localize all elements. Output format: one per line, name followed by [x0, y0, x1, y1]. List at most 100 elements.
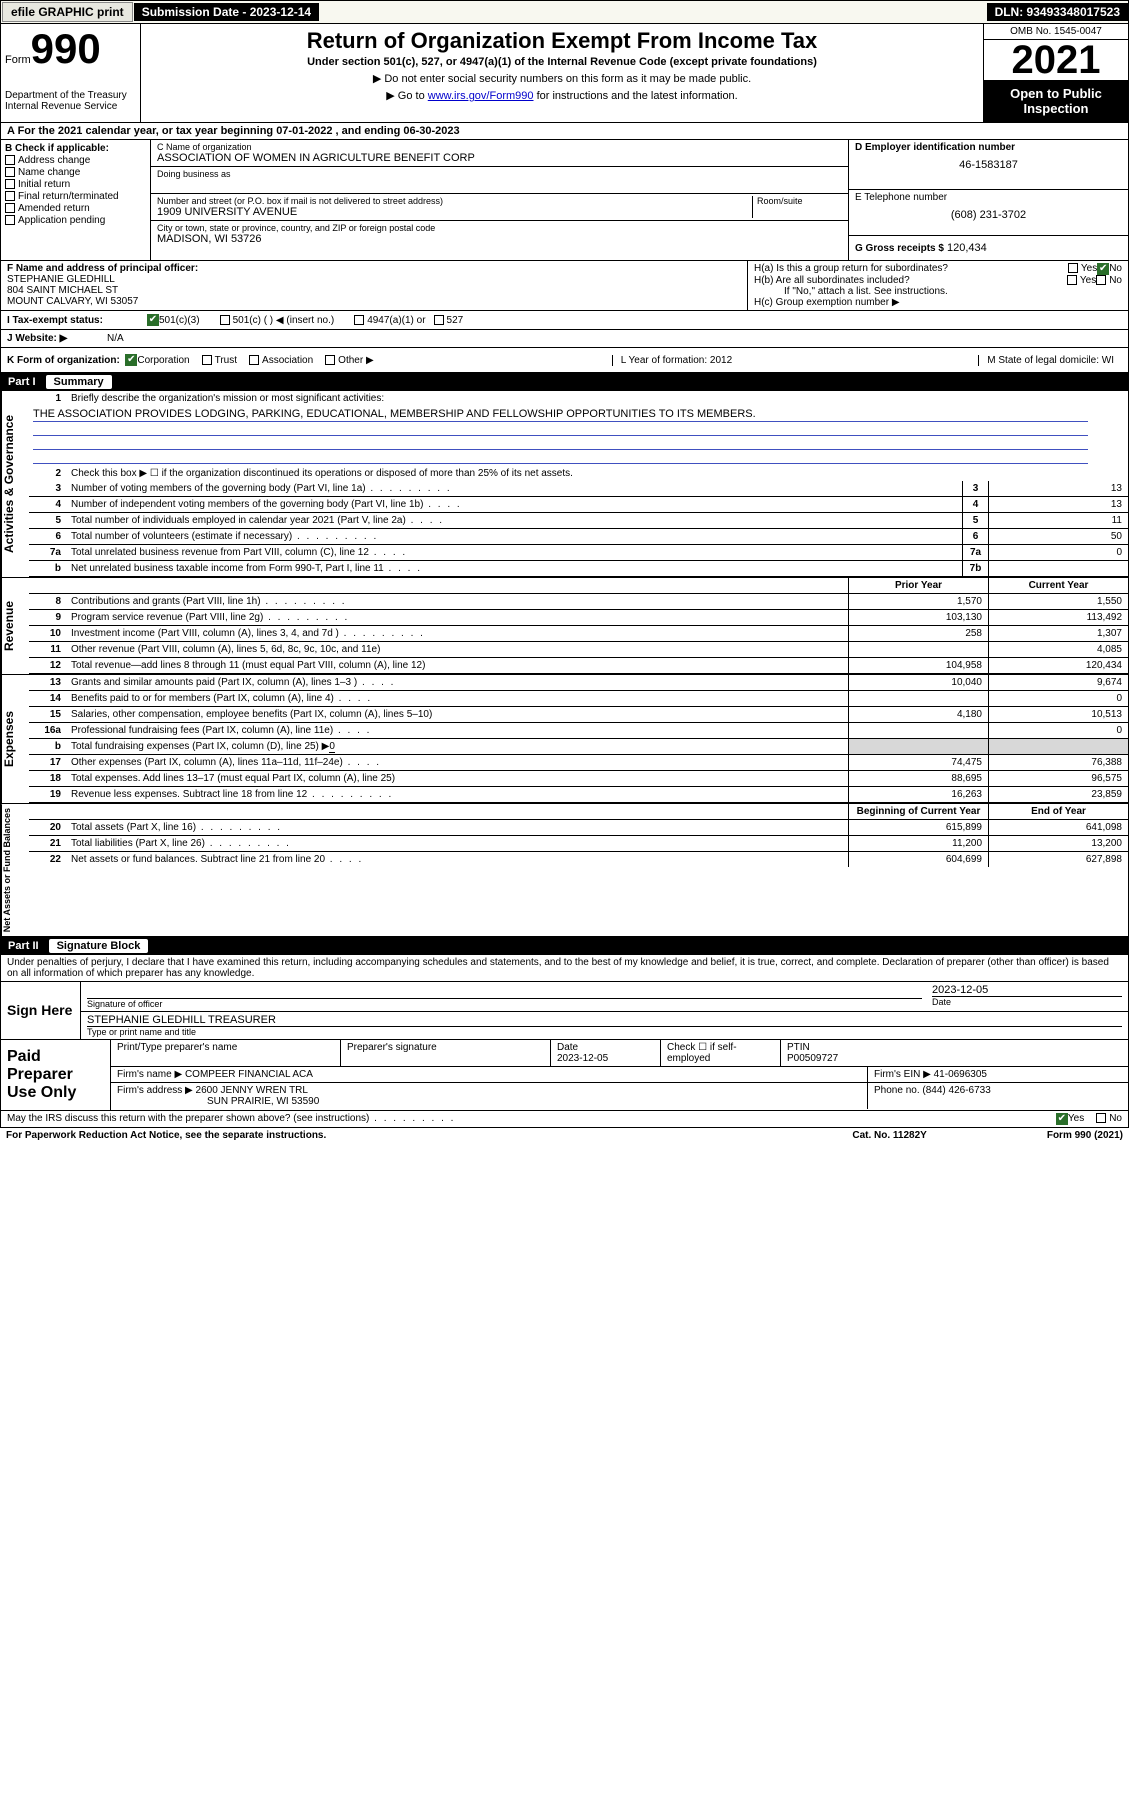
row-fh: F Name and address of principal officer:… [0, 261, 1129, 311]
p18: 88,695 [848, 771, 988, 786]
line-a: A For the 2021 calendar year, or tax yea… [0, 123, 1129, 140]
hdr-end: End of Year [988, 804, 1128, 819]
vtab-expenses: Expenses [1, 675, 29, 803]
year-formation: L Year of formation: 2012 [612, 355, 740, 366]
check-501c3-icon: ✔ [147, 314, 159, 326]
vtab-activities: Activities & Governance [1, 391, 29, 577]
c19: 23,859 [988, 787, 1128, 802]
part1-header: Part I Summary [0, 373, 1129, 391]
line21: Total liabilities (Part X, line 26) [67, 836, 848, 851]
paid-block: Paid Preparer Use Only Print/Type prepar… [0, 1040, 1129, 1111]
c17: 76,388 [988, 755, 1128, 770]
c16b [988, 739, 1128, 754]
c11: 4,085 [988, 642, 1128, 657]
hb-yes: Yes [1080, 275, 1096, 286]
p8: 1,570 [848, 594, 988, 609]
dba-label: Doing business as [157, 169, 842, 179]
addr-label: Number and street (or P.O. box if mail i… [157, 196, 752, 206]
ein-label: D Employer identification number [855, 142, 1122, 153]
p14 [848, 691, 988, 706]
p16a [848, 723, 988, 738]
submission-date: Submission Date - 2023-12-14 [134, 3, 319, 21]
goto-prefix: ▶ Go to [386, 90, 427, 102]
c15: 10,513 [988, 707, 1128, 722]
sig-date: 2023-12-05 [932, 984, 1122, 996]
ha-yes: Yes [1081, 263, 1097, 275]
subtitle-1: Under section 501(c), 527, or 4947(a)(1)… [151, 56, 973, 68]
c22: 627,898 [988, 852, 1128, 867]
line14: Benefits paid to or for members (Part IX… [67, 691, 848, 706]
block-expenses: Expenses 13Grants and similar amounts pa… [0, 675, 1129, 804]
penalty-text: Under penalties of perjury, I declare th… [0, 955, 1129, 982]
c16a: 0 [988, 723, 1128, 738]
spacer [320, 10, 985, 14]
prep-ptin: PTINP00509727 [781, 1040, 1128, 1066]
block-activities: Activities & Governance 1Briefly describ… [0, 391, 1129, 578]
line5: Total number of individuals employed in … [67, 513, 962, 528]
part1-num: Part I [8, 376, 36, 388]
website-value: N/A [107, 333, 124, 344]
room-label: Room/suite [757, 196, 842, 206]
paid-preparer-label: Paid Preparer Use Only [1, 1040, 111, 1110]
box-f: F Name and address of principal officer:… [1, 261, 748, 310]
opt-assoc: Association [262, 355, 313, 366]
prep-sig-hdr: Preparer's signature [341, 1040, 551, 1066]
opt-501c3: 501(c)(3) [159, 315, 200, 326]
tel-label: E Telephone number [855, 192, 1122, 203]
foot-mid: Cat. No. 11282Y [852, 1130, 926, 1141]
chk-name-change: Name change [5, 167, 146, 178]
line12: Total revenue—add lines 8 through 11 (mu… [67, 658, 848, 673]
sign-block: Sign Here Signature of officer 2023-12-0… [0, 982, 1129, 1040]
hdr-curr: Current Year [988, 578, 1128, 593]
section-bcd: B Check if applicable: Address change Na… [0, 140, 1129, 261]
org-name: ASSOCIATION OF WOMEN IN AGRICULTURE BENE… [157, 152, 842, 164]
firm-ein: Firm's EIN ▶ 41-0696305 [868, 1067, 1128, 1082]
chk-address-change: Address change [5, 155, 146, 166]
check-corp-icon: ✔ [125, 354, 137, 366]
discuss-yes: Yes [1068, 1113, 1084, 1125]
box-h: H(a) Is this a group return for subordin… [748, 261, 1128, 310]
c13: 9,674 [988, 675, 1128, 690]
hdr-beg: Beginning of Current Year [848, 804, 988, 819]
dept-treasury: Department of the Treasury Internal Reve… [5, 90, 136, 112]
v5: 11 [988, 513, 1128, 528]
row-i: I Tax-exempt status: ✔ 501(c)(3) 501(c) … [0, 311, 1129, 330]
city-label: City or town, state or province, country… [157, 223, 842, 233]
website-label: J Website: ▶ [7, 333, 107, 344]
check-filled-icon: ✔ [1097, 263, 1109, 275]
prep-selfemp: Check ☐ if self-employed [661, 1040, 781, 1066]
opt-trust: Trust [215, 355, 237, 366]
officer-addr1: 804 SAINT MICHAEL ST [7, 285, 741, 296]
discuss-q: May the IRS discuss this return with the… [7, 1113, 1056, 1125]
p20: 615,899 [848, 820, 988, 835]
state-domicile: M State of legal domicile: WI [978, 355, 1122, 366]
line1-label: Briefly describe the organization's miss… [67, 391, 1128, 406]
line6: Total number of volunteers (estimate if … [67, 529, 962, 544]
goto-suffix: for instructions and the latest informat… [534, 90, 738, 102]
tax-exempt-label: I Tax-exempt status: [7, 315, 147, 326]
v7a: 0 [988, 545, 1128, 560]
sig-date-label: Date [932, 996, 1122, 1007]
line2: Check this box ▶ ☐ if the organization d… [67, 466, 1128, 481]
line10: Investment income (Part VIII, column (A)… [67, 626, 848, 641]
line15: Salaries, other compensation, employee b… [67, 707, 848, 722]
form-number: 990 [31, 28, 101, 70]
officer-name: STEPHANIE GLEDHILL [7, 274, 741, 285]
box-d: D Employer identification number 46-1583… [848, 140, 1128, 260]
row-k: K Form of organization: ✔ Corporation Tr… [0, 348, 1129, 373]
dln-label: DLN: 93493348017523 [987, 3, 1128, 21]
v3: 13 [988, 481, 1128, 496]
box-b-header: B Check if applicable: [5, 143, 146, 154]
tel-value: (608) 231-3702 [855, 209, 1122, 221]
officer-addr2: MOUNT CALVARY, WI 53057 [7, 296, 741, 307]
subtitle-2: ▶ Do not enter social security numbers o… [151, 72, 973, 85]
street-address: 1909 UNIVERSITY AVENUE [157, 206, 752, 218]
efile-print-button[interactable]: efile GRAPHIC print [2, 2, 133, 22]
irs-link[interactable]: www.irs.gov/Form990 [428, 90, 534, 102]
subtitle-3: ▶ Go to www.irs.gov/Form990 for instruct… [151, 89, 973, 102]
hb-no: No [1109, 275, 1122, 286]
p15: 4,180 [848, 707, 988, 722]
foot-right: Form 990 (2021) [1047, 1130, 1123, 1141]
c8: 1,550 [988, 594, 1128, 609]
footer: For Paperwork Reduction Act Notice, see … [0, 1128, 1129, 1143]
